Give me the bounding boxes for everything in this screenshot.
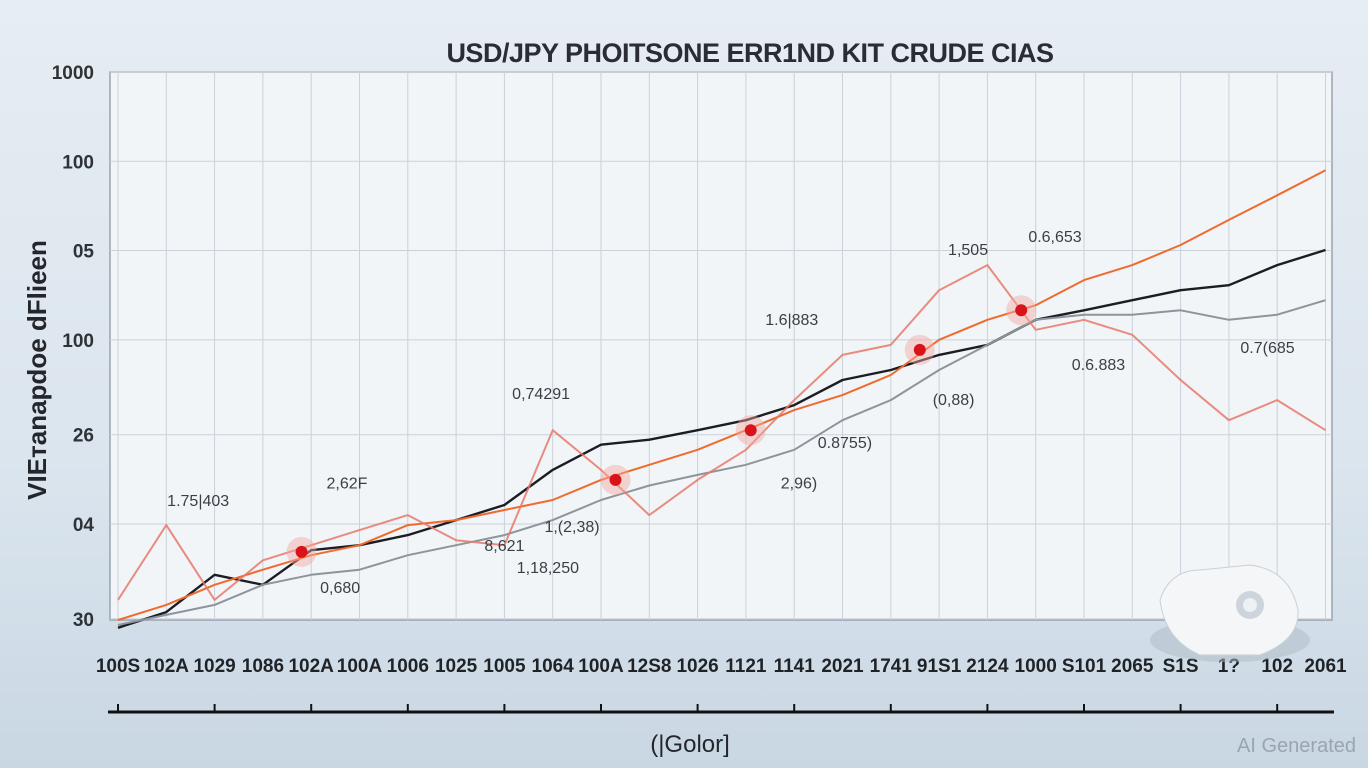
x-tick-label: 100A bbox=[337, 656, 383, 677]
x-tick-label: 102A bbox=[144, 656, 190, 677]
data-label: 2,96) bbox=[781, 475, 817, 492]
y-tick-label: 100 bbox=[62, 152, 94, 173]
x-tick-label: 1121 bbox=[725, 656, 767, 677]
y-tick-label: 100 bbox=[62, 331, 94, 352]
y-tick-label: 05 bbox=[73, 242, 95, 263]
data-label: 1,505 bbox=[948, 242, 988, 259]
x-tick-label: 91S1 bbox=[917, 656, 962, 677]
x-tick-label: 1141 bbox=[774, 656, 816, 677]
y-tick-label: 26 bbox=[73, 426, 94, 447]
y-tick-label: 30 bbox=[73, 610, 94, 631]
grid bbox=[110, 71, 1332, 620]
chart-title: USD/JPY PHOITSONE ERR1ND KIT CRUDE CIAS bbox=[446, 38, 1053, 68]
marker-point bbox=[609, 473, 622, 486]
x-tick-label: 1005 bbox=[483, 656, 526, 677]
x-tick-label: 1006 bbox=[387, 656, 429, 677]
data-label: 2,62F bbox=[326, 475, 367, 492]
marker-point bbox=[744, 424, 757, 437]
markers-group bbox=[286, 295, 1037, 567]
data-label: 8,621 bbox=[484, 538, 524, 555]
white-figurine-object bbox=[1150, 564, 1310, 662]
data-label: (0,88) bbox=[933, 392, 975, 409]
y-tick-label: 04 bbox=[73, 515, 95, 536]
x-tick-label: 102 bbox=[1261, 656, 1293, 677]
x-tick-label: 1029 bbox=[193, 656, 235, 677]
x-tick-label: S101 bbox=[1062, 656, 1107, 677]
data-label: 1.6|883 bbox=[765, 312, 818, 329]
x-tick-label: 2021 bbox=[821, 656, 864, 677]
data-label: 0.8755) bbox=[818, 435, 872, 452]
series-group bbox=[117, 169, 1327, 629]
x-tick-label: S1S bbox=[1163, 656, 1199, 677]
x-tick-label: 1086 bbox=[242, 656, 284, 677]
x-ticks: 100S 102A 1029 1086 102A 100A 1006 1025 1005 1064… bbox=[96, 656, 1347, 677]
x-tick-label: 1741 bbox=[870, 656, 913, 677]
plot-area bbox=[109, 71, 1333, 621]
x-tick-label: 2124 bbox=[966, 656, 1009, 677]
marker-point bbox=[295, 545, 308, 558]
marker-point bbox=[1015, 304, 1028, 317]
x-axis-tick-marks bbox=[117, 704, 1279, 712]
x-tick-label: 1026 bbox=[676, 656, 718, 677]
data-label: 0.6.883 bbox=[1072, 357, 1125, 374]
annotations-group: 1.75|403 2,62F 0,74291 1.6|883 1,505 0.6,653 0… bbox=[167, 229, 1295, 597]
data-label: 1,18,250 bbox=[517, 560, 579, 577]
data-label: 0.6,653 bbox=[1028, 229, 1081, 246]
series-line-orange bbox=[117, 169, 1326, 621]
x-tick-label: 12S8 bbox=[627, 656, 671, 677]
x-tick-label: 100S bbox=[96, 656, 140, 677]
x-tick-label: 100A bbox=[578, 656, 624, 677]
series-line-light-red bbox=[117, 264, 1327, 601]
x-tick-label: 1025 bbox=[435, 656, 478, 677]
y-tick-label: 1000 bbox=[52, 63, 94, 84]
x-axis-label: (|Golor] bbox=[650, 731, 730, 758]
data-label: 1.75|403 bbox=[167, 493, 229, 510]
x-tick-label: 2065 bbox=[1111, 656, 1154, 677]
x-tick-label: 2061 bbox=[1304, 656, 1347, 677]
x-tick-label: 1000 bbox=[1015, 656, 1057, 677]
series-line-gray bbox=[117, 299, 1326, 626]
data-label: 0.7(685 bbox=[1240, 340, 1294, 357]
series-line-black bbox=[117, 248, 1326, 629]
x-tick-label: 102A bbox=[288, 656, 334, 677]
data-label: 1,(2,38) bbox=[544, 519, 599, 536]
marker-point bbox=[913, 343, 926, 356]
y-ticks: 1000 100 05 100 26 04 30 bbox=[52, 63, 95, 631]
watermark: AI Generated bbox=[1237, 735, 1356, 757]
data-label: 0,74291 bbox=[512, 386, 570, 403]
y-axis-label: VIEтanapdoe dFlieen bbox=[22, 240, 52, 500]
x-tick-label: 1064 bbox=[532, 656, 575, 677]
data-label: 0,680 bbox=[320, 580, 360, 597]
